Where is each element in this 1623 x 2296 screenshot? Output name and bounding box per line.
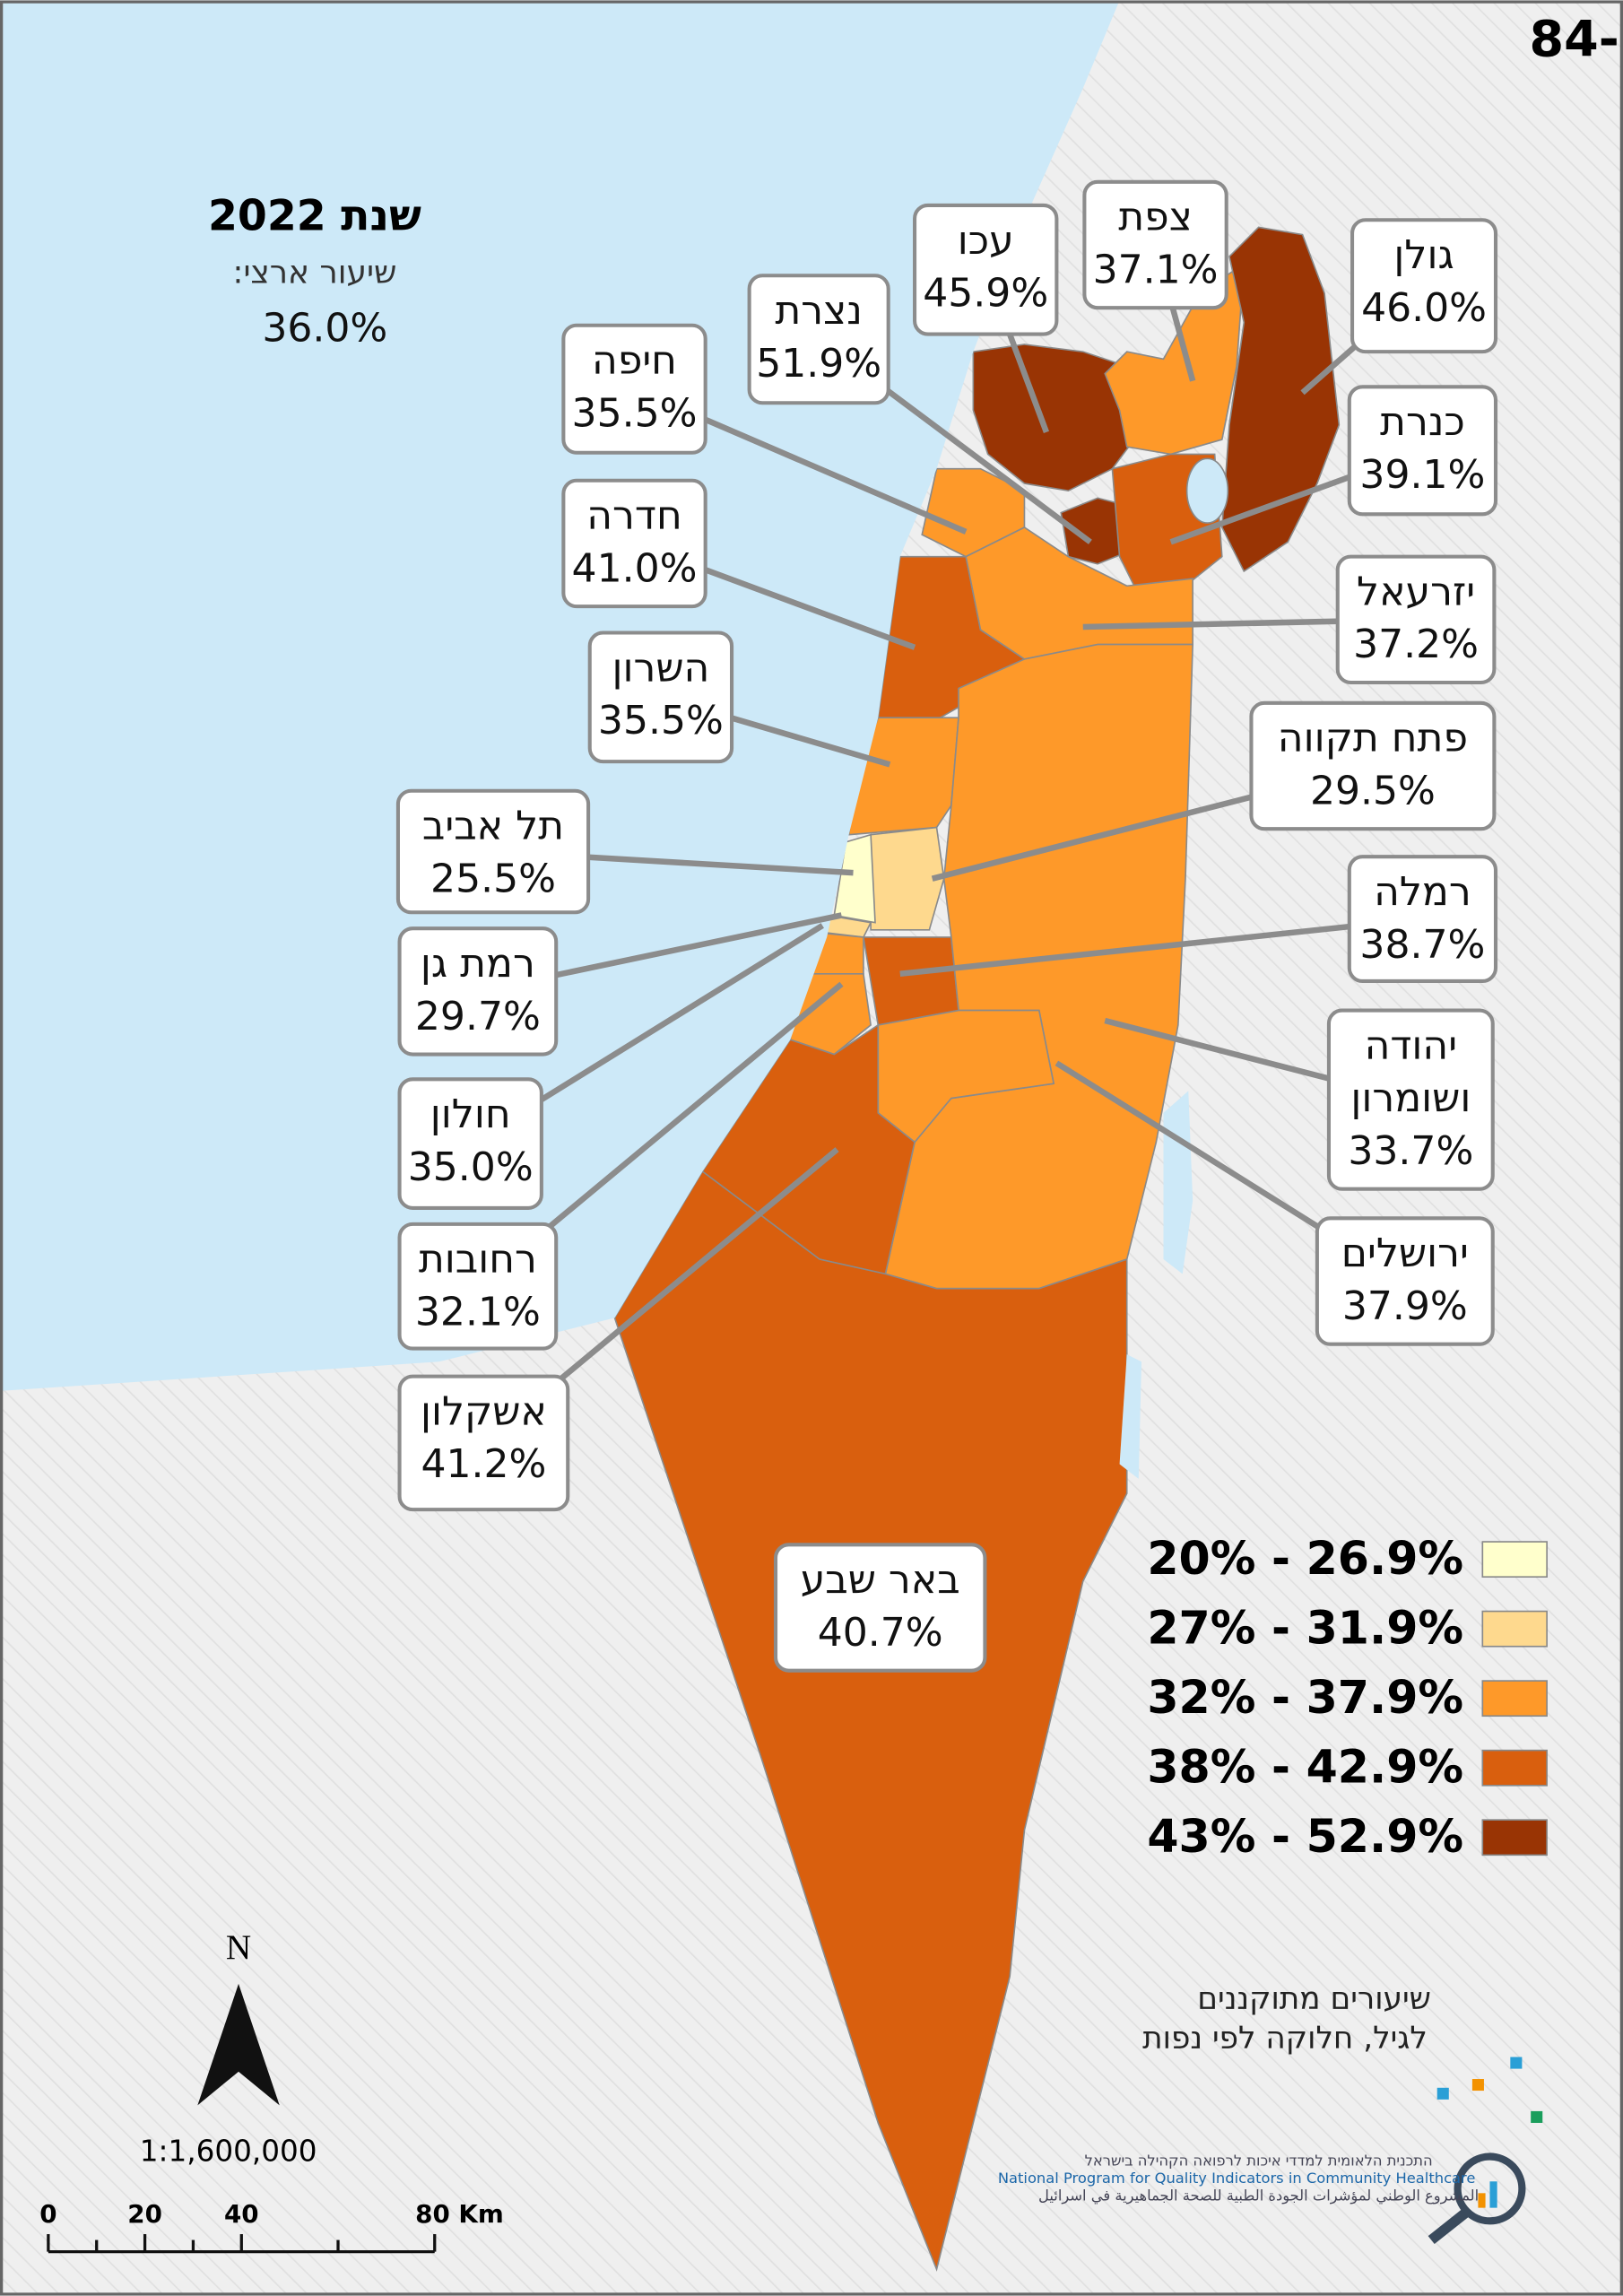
- callouts: עכו 45.9% צפת 37.1% גולן 46.0% נצרת 51.9% חיפה 35…: [395, 179, 1498, 1673]
- legend-swatch: [1481, 1610, 1548, 1648]
- district-value: 45.9%: [923, 271, 1048, 317]
- logo-text: התכנית הלאומית למדדי איכות לרפואה הקהילה…: [1085, 2152, 1433, 2169]
- region: [833, 833, 876, 924]
- district-value: 51.9%: [756, 341, 881, 387]
- district-name: אשקלון: [421, 1388, 547, 1434]
- note-line: שיעורים מתוקננים: [1197, 1981, 1431, 2017]
- logo-text: المشروع الوطني لمؤشرات الجودة الطبية للص…: [1038, 2187, 1479, 2205]
- callout-box: [1350, 218, 1498, 354]
- district-value: 39.1%: [1359, 452, 1485, 498]
- district-value: 38.7%: [1359, 922, 1485, 968]
- red-sea: [1119, 1354, 1142, 1479]
- callout-box: [1315, 1216, 1495, 1346]
- district-value: 41.0%: [572, 545, 698, 591]
- district-name: ושומרון: [1350, 1075, 1471, 1121]
- callout-box: [1347, 385, 1498, 517]
- scale-label: 0: [39, 2199, 56, 2229]
- legend-swatch: [1481, 1680, 1548, 1718]
- district-name: חדרה: [586, 493, 681, 539]
- scale-label: 80 Km: [415, 2199, 504, 2229]
- district-name: נצרת: [775, 288, 863, 334]
- district-name: השרון: [612, 645, 709, 691]
- callout-box: [561, 478, 707, 609]
- district-name: באר שבע: [801, 1557, 960, 1603]
- district-name: רחובות: [419, 1237, 537, 1283]
- scale-bar: [47, 2234, 437, 2254]
- district-value: 46.0%: [1361, 285, 1487, 331]
- callout-box: [773, 1543, 987, 1673]
- callout-box: [1082, 179, 1228, 310]
- legend-label: 32% - 37.9%: [1147, 1671, 1463, 1724]
- kinneret-lake: [1185, 457, 1229, 524]
- legend-swatch: [1481, 1749, 1548, 1787]
- district-value: 37.9%: [1342, 1283, 1468, 1329]
- district-value: 40.7%: [818, 1610, 943, 1656]
- year: שנת 2022: [208, 192, 421, 241]
- national-rate: 36.0%: [262, 306, 387, 352]
- scale-label: 40: [224, 2199, 259, 2229]
- district-name: רמלה: [1374, 869, 1471, 915]
- district-name: צפת: [1118, 195, 1193, 240]
- district-name: עכו: [958, 218, 1014, 264]
- logo-icon: [1428, 2057, 1543, 2245]
- district-value: 25.5%: [430, 856, 556, 901]
- district-value: 37.2%: [1353, 622, 1479, 667]
- district-value: 35.0%: [408, 1144, 534, 1190]
- callout-box: [1249, 700, 1497, 831]
- district-name: ירושלים: [1341, 1231, 1469, 1276]
- north-label: N: [226, 1928, 251, 1967]
- callout-box: [913, 203, 1059, 336]
- legend-label: 20% - 26.9%: [1147, 1532, 1463, 1585]
- logo-text: National Program for Quality Indicators …: [998, 2170, 1476, 2187]
- district-name: חיפה: [592, 338, 677, 384]
- district-value: 41.2%: [421, 1441, 546, 1487]
- district-value: 35.5%: [572, 390, 698, 436]
- district-name: תל אביב: [422, 804, 564, 849]
- legend-swatch: [1481, 1819, 1548, 1857]
- legend-label: 43% - 52.9%: [1147, 1810, 1463, 1863]
- legend-swatch: [1481, 1541, 1548, 1578]
- callout-box: [1335, 554, 1497, 685]
- district-value: 35.5%: [598, 698, 724, 744]
- scale-label: 20: [127, 2199, 162, 2229]
- callout-box: [397, 1374, 570, 1512]
- region: [1220, 226, 1341, 573]
- callout-box: [395, 788, 591, 915]
- district-name: רמת גן: [421, 941, 535, 987]
- callout-box: [1347, 855, 1498, 983]
- note-line: לגיל, חלוקה לפי נפות: [1142, 2021, 1428, 2057]
- region: [1104, 262, 1245, 456]
- north-arrow: [197, 1983, 280, 2106]
- district-name: גולן: [1393, 232, 1454, 278]
- legend-label: 27% - 31.9%: [1147, 1601, 1463, 1654]
- district-name: חולון: [430, 1091, 511, 1137]
- national-rate-label: שיעור ארצי:: [232, 254, 396, 291]
- district-value: 33.7%: [1348, 1128, 1473, 1174]
- callout-box: [1326, 1008, 1495, 1191]
- district-name: יזרעאל: [1357, 569, 1475, 614]
- district-value: 37.1%: [1093, 247, 1219, 292]
- district-name: פתח תקווה: [1278, 716, 1468, 761]
- callout-box: [561, 323, 707, 455]
- legend: 20% - 26.9% 27% - 31.9% 32% - 37.9% 38% - 4…: [1147, 1532, 1548, 1863]
- callout-box: [397, 1077, 543, 1210]
- district-value: 29.5%: [1310, 768, 1436, 813]
- callout-box: [747, 274, 890, 405]
- scale-ratio: 1:1,600,000: [140, 2134, 317, 2168]
- district-name: יהודה: [1365, 1022, 1457, 1068]
- callout-box: [397, 926, 559, 1057]
- callout-pointer: [899, 916, 1423, 978]
- region: [613, 1170, 1128, 2272]
- district-value: 32.1%: [415, 1289, 541, 1335]
- callout-box: [397, 1222, 559, 1351]
- title: שיעור ההימצאות של השמנת יתר בקרב נשים בנ…: [1530, 10, 1623, 68]
- callout-box: [587, 631, 734, 764]
- legend-label: 38% - 42.9%: [1147, 1741, 1463, 1794]
- region: [862, 936, 959, 1026]
- district-value: 29.7%: [415, 994, 541, 1039]
- district-name: כנרת: [1380, 399, 1465, 445]
